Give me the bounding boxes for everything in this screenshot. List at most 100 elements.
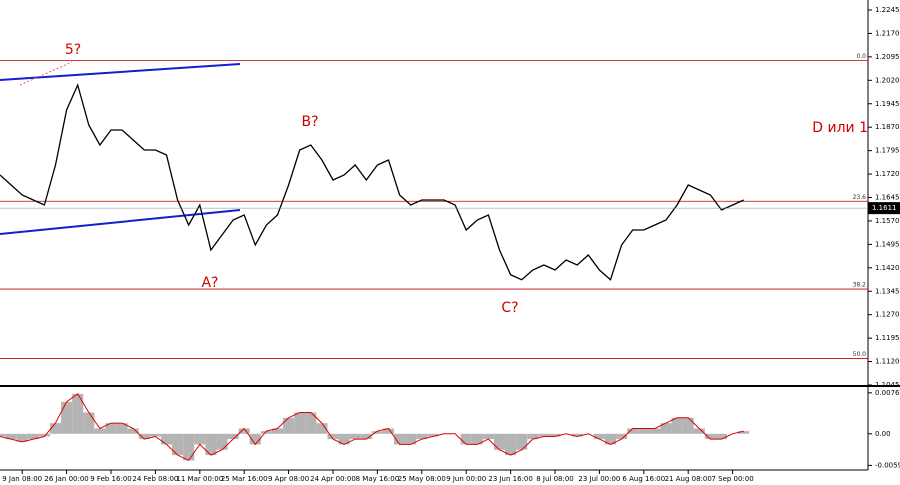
osc-bar (238, 428, 250, 434)
x-tick-label: 11 Mar 00:00 (176, 475, 223, 483)
y-tick-label: 1.1495 (875, 240, 900, 248)
osc-bar (316, 423, 328, 434)
osc-line (0, 393, 744, 462)
trend-line (0, 209, 241, 235)
x-tick-label: 7 Sep 00:00 (711, 475, 753, 483)
x-tick-label: 24 Feb 08:00 (132, 475, 178, 483)
osc-bar (294, 412, 306, 434)
current-price-label: 1.1611 (872, 204, 897, 212)
price-line (0, 83, 744, 281)
osc-bar (16, 433, 28, 442)
trend-line (0, 63, 241, 81)
x-tick-label: 9 Apr 08:00 (268, 475, 309, 483)
osc-bar (538, 433, 550, 437)
x-tick-label: 24 Apr 00:00 (310, 475, 356, 483)
osc-bar (715, 433, 728, 440)
osc-bar (160, 433, 173, 445)
osc-bar (271, 428, 284, 434)
osc-bar (94, 428, 106, 434)
osc-bar (527, 433, 539, 440)
osc-bar (394, 433, 406, 445)
x-tick-label: 23 Jun 16:00 (488, 475, 532, 483)
osc-bar (338, 433, 350, 445)
osc-bar (283, 417, 295, 434)
osc-bar (638, 428, 650, 434)
osc-bar (72, 393, 84, 434)
osc-bar (382, 428, 395, 434)
osc-bar (371, 431, 383, 434)
y-tick-label: 1.1870 (875, 123, 900, 131)
y-tick-label: 1.1945 (875, 100, 900, 108)
y-tick-label: 1.1645 (875, 194, 900, 202)
osc-bar (172, 433, 184, 456)
osc-bar (427, 433, 439, 437)
x-tick-label: 25 Mar 16:00 (221, 475, 268, 483)
osc-bar (105, 423, 117, 434)
level-label: 38.2 (853, 282, 867, 289)
annotation: D или 1 (812, 120, 868, 136)
y-tick-label: 0.00769 (875, 389, 900, 397)
osc-bar (61, 401, 73, 434)
osc-bar (616, 433, 628, 440)
osc-bar (149, 433, 161, 437)
y-tick-label: 1.1720 (875, 170, 900, 178)
y-tick-label: 1.1120 (875, 358, 900, 366)
x-tick-label: 26 Jan 00:00 (44, 475, 88, 483)
y-tick-label: 1.2170 (875, 29, 900, 37)
annotation: C? (501, 300, 518, 316)
x-tick-label: 8 May 16:00 (356, 475, 400, 483)
osc-bar (349, 433, 361, 440)
osc-bar (127, 428, 139, 434)
osc-bar (571, 433, 583, 437)
level-label: 50.0 (853, 351, 867, 358)
osc-bar (493, 433, 506, 450)
x-tick-label: 8 Jul 08:00 (536, 475, 574, 483)
osc-bar (205, 433, 217, 456)
osc-bar (471, 433, 483, 445)
osc-bar (516, 433, 528, 450)
x-tick-label: 6 Aug 16:00 (622, 475, 665, 483)
osc-bar (671, 417, 683, 434)
osc-bar (693, 428, 705, 434)
osc-bar (360, 433, 372, 440)
osc-bar (249, 433, 261, 445)
osc-bar (416, 433, 428, 440)
annotation: A? (201, 275, 218, 291)
osc-bar (216, 433, 228, 450)
osc-bar (27, 433, 39, 440)
y-tick-label: 0.00 (875, 430, 891, 438)
y-tick-label: 1.2245 (875, 6, 900, 14)
x-tick-label: 21 Aug 08:00 (665, 475, 712, 483)
osc-bar (604, 433, 617, 445)
osc-bar (49, 423, 62, 434)
osc-bar (460, 433, 472, 445)
level-label: 0.0 (856, 53, 866, 60)
x-tick-label: 9 Feb 16:00 (90, 475, 131, 483)
level-label: 23.6 (853, 194, 867, 201)
osc-bar (83, 412, 95, 434)
osc-bar (549, 433, 561, 437)
osc-bar (738, 431, 750, 434)
osc-bar (227, 433, 239, 440)
x-tick-label: 9 Jan 08:00 (2, 475, 42, 483)
dotted-line (19, 61, 73, 86)
osc-bar (482, 433, 494, 440)
osc-bar (682, 417, 694, 434)
osc-bar (405, 433, 417, 445)
x-tick-label: 25 May 08:00 (398, 475, 446, 483)
annotation: B? (301, 114, 318, 130)
y-tick-label: 1.1570 (875, 217, 900, 225)
y-tick-label: 1.1270 (875, 311, 900, 319)
y-tick-label: -0.00593 (875, 461, 900, 469)
osc-bar (327, 433, 339, 440)
osc-bar (593, 433, 605, 440)
osc-bar (116, 423, 128, 434)
osc-bar (649, 428, 661, 434)
osc-bar (194, 433, 206, 445)
osc-bar (627, 428, 639, 434)
y-tick-label: 1.2020 (875, 76, 900, 84)
osc-bar (505, 433, 517, 456)
x-tick-label: 23 Jul 00:00 (578, 475, 620, 483)
current-price-box (868, 202, 900, 215)
